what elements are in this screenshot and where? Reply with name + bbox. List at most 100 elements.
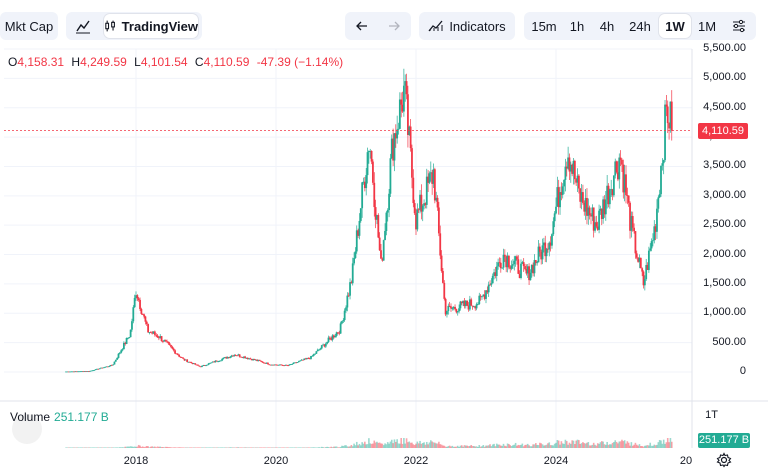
candle-body <box>190 362 193 363</box>
timeframe-1w[interactable]: 1W <box>659 14 691 38</box>
volume-bar <box>197 447 199 448</box>
undo-button[interactable] <box>349 12 375 40</box>
volume-bar <box>592 442 595 448</box>
candle-body <box>537 246 540 263</box>
timeframe-1m[interactable]: 1M <box>693 12 721 40</box>
timeframe-24h[interactable]: 24h <box>623 12 657 40</box>
volume-bar <box>510 445 513 448</box>
volume-bar <box>77 447 79 448</box>
volume-bar <box>240 447 242 448</box>
candle-body <box>398 99 401 129</box>
volume-bar <box>529 446 532 448</box>
settings-gear-button[interactable] <box>716 452 732 473</box>
volume-bar <box>320 446 323 448</box>
candle-body <box>141 313 144 315</box>
candle-body <box>222 357 225 359</box>
volume-bar <box>312 447 315 448</box>
volume-bar <box>357 445 359 448</box>
timeframe-1h[interactable]: 1h <box>563 12 591 40</box>
candle-body <box>267 362 269 365</box>
candle-body <box>261 361 264 363</box>
timeframe-4h[interactable]: 4h <box>593 12 621 40</box>
volume-bar <box>354 445 357 448</box>
timeframe-15m[interactable]: 15m <box>527 12 561 40</box>
candle-body <box>467 305 470 310</box>
indicators-button[interactable]: Indicators <box>419 12 515 40</box>
candle-body <box>452 306 455 309</box>
candle-body <box>477 304 479 305</box>
candle-body <box>330 338 333 340</box>
candle-body <box>525 269 528 274</box>
volume-bar <box>594 444 596 448</box>
volume-bar <box>553 443 556 448</box>
candle-body <box>207 363 210 365</box>
candle-body <box>501 267 504 269</box>
candle-body <box>505 256 508 268</box>
volume-bar <box>395 441 397 448</box>
volume-bar <box>202 447 205 448</box>
candle-body <box>198 365 201 367</box>
volume-bar <box>193 447 195 448</box>
redo-button[interactable] <box>381 12 407 40</box>
volume-bar <box>215 447 218 448</box>
volume-bar <box>189 447 191 448</box>
volume-bar <box>619 441 622 448</box>
candle-body <box>376 215 378 220</box>
volume-bar <box>174 447 176 448</box>
candle-body <box>129 329 132 338</box>
volume-bar <box>471 445 474 448</box>
candle-body <box>656 208 658 232</box>
volume-bar <box>303 447 306 448</box>
candle-body <box>241 357 244 358</box>
volume-bar <box>574 444 576 448</box>
volume-bar <box>127 446 129 448</box>
candle-body <box>475 304 478 309</box>
candle-body <box>199 366 202 368</box>
volume-bar <box>646 445 649 448</box>
chart-settings-button[interactable] <box>725 12 753 40</box>
mktcap-button[interactable]: Mkt Cap <box>0 12 58 40</box>
line-chart-button[interactable] <box>70 12 96 40</box>
volume-bar <box>405 438 408 448</box>
volume-bar <box>242 447 245 448</box>
volume-bar <box>300 447 303 448</box>
candle-body <box>478 295 481 305</box>
candle-body <box>180 357 183 359</box>
volume-bar <box>283 447 285 448</box>
candle-body <box>108 366 110 368</box>
volume-bar <box>605 444 607 448</box>
volume-bar <box>430 440 432 448</box>
x-tick-label: 2018 <box>123 455 149 467</box>
volume-bar <box>473 446 475 448</box>
volume-bar <box>164 446 167 448</box>
volume-bar <box>428 442 431 448</box>
candle-body <box>657 197 660 209</box>
candle-body <box>307 357 310 359</box>
candle-body <box>285 364 288 366</box>
volume-bar <box>520 444 522 448</box>
volume-bar <box>514 442 517 448</box>
volume-bar <box>264 447 267 448</box>
volume-bar <box>287 447 289 448</box>
candle-body <box>479 295 482 297</box>
candle-body <box>417 209 420 211</box>
volume-bar <box>629 445 631 448</box>
volume-bar <box>260 447 262 448</box>
candle-body <box>506 255 509 268</box>
candle-body <box>516 256 518 260</box>
tradingview-button[interactable]: TradingView <box>104 14 198 38</box>
candle-body <box>459 301 462 309</box>
volume-bar <box>364 441 366 448</box>
volume-bar <box>539 442 541 448</box>
x-tick-label: 2022 <box>403 455 429 467</box>
candle-body <box>381 258 384 261</box>
candle-body <box>577 175 580 189</box>
volume-bar <box>74 447 77 448</box>
volume-bar <box>586 442 588 448</box>
volume-bar <box>385 444 388 448</box>
volume-bar <box>294 447 296 448</box>
volume-bar <box>417 443 420 448</box>
x-tick-label: 2020 <box>263 455 289 467</box>
volume-bar <box>397 443 400 448</box>
